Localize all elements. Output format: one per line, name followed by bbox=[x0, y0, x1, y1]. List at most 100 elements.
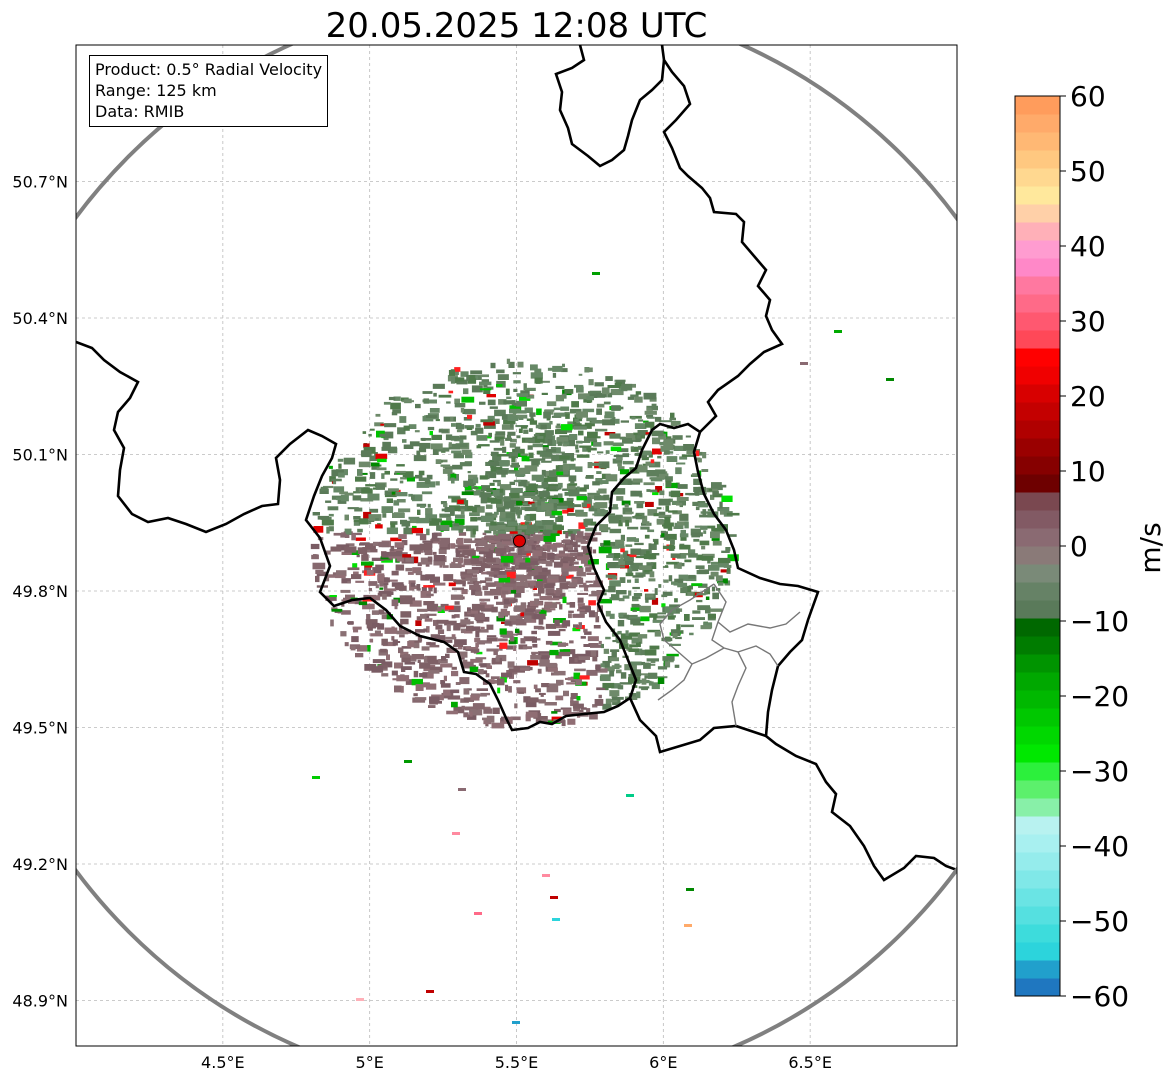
echo-pixel bbox=[454, 614, 460, 618]
echo-pixel bbox=[409, 600, 422, 607]
echo-pixel bbox=[569, 408, 582, 414]
echo-pixel bbox=[422, 671, 434, 679]
echo-pixel bbox=[661, 637, 673, 642]
echo-pixel bbox=[391, 599, 399, 607]
echo-pixel bbox=[544, 434, 553, 440]
echo-pixel bbox=[440, 639, 453, 643]
echo-pixel bbox=[649, 645, 660, 650]
echo-pixel bbox=[388, 552, 402, 557]
echo-pixel bbox=[383, 401, 391, 405]
echo-pixel bbox=[608, 517, 619, 524]
echo-pixel bbox=[593, 625, 601, 629]
echo-pixel bbox=[418, 448, 427, 453]
echo-pixel bbox=[577, 592, 588, 595]
echo-pixel bbox=[398, 534, 407, 539]
colorbar-segment bbox=[1015, 240, 1060, 259]
echo-pixel bbox=[628, 677, 641, 684]
echo-pixel bbox=[611, 700, 618, 703]
echo-pixel bbox=[456, 429, 463, 433]
colorbar-segment bbox=[1015, 204, 1060, 223]
echo-pixel bbox=[490, 362, 496, 369]
echo-pixel bbox=[593, 580, 603, 587]
echo-pixel bbox=[531, 630, 537, 635]
echo-pixel bbox=[561, 566, 572, 572]
echo-pixel bbox=[367, 493, 380, 501]
echo-pixel bbox=[335, 575, 346, 579]
echo-pixel bbox=[516, 435, 521, 439]
echo-pixel bbox=[499, 511, 511, 518]
colorbar-segment bbox=[1015, 852, 1060, 871]
echo-pixel bbox=[574, 423, 582, 426]
colorbar-segment bbox=[1015, 654, 1060, 673]
echo-pixel bbox=[417, 659, 421, 663]
colorbar-tick-label: −60 bbox=[1070, 980, 1129, 1013]
echo-pixel bbox=[379, 587, 384, 590]
echo-pixel bbox=[623, 555, 634, 561]
echo-pixel bbox=[538, 525, 544, 529]
echo-pixel bbox=[469, 374, 476, 382]
echo-pixel bbox=[408, 424, 417, 429]
echo-pixel bbox=[582, 582, 587, 586]
echo-pixel bbox=[572, 561, 579, 565]
echo-pixel bbox=[726, 512, 740, 516]
echo-pixel bbox=[575, 444, 579, 450]
echo-pixel bbox=[433, 582, 446, 586]
echo-pixel bbox=[602, 419, 615, 426]
echo-pixel bbox=[467, 607, 471, 612]
echo-pixel bbox=[490, 497, 502, 504]
echo-pixel bbox=[630, 490, 642, 497]
echo-pixel bbox=[576, 571, 586, 577]
echo-pixel bbox=[469, 584, 481, 590]
echo-pixel bbox=[607, 392, 613, 398]
echo-pixel bbox=[721, 495, 733, 502]
echo-pixel bbox=[473, 486, 479, 489]
echo-pixel bbox=[544, 470, 551, 478]
echo-pixel bbox=[503, 400, 516, 405]
echo-pixel bbox=[384, 588, 396, 592]
echo-pixel bbox=[558, 493, 563, 499]
lat-tick-label: 49.5°N bbox=[12, 719, 68, 738]
echo-pixel bbox=[606, 555, 618, 558]
echo-pixel bbox=[448, 582, 456, 587]
echo-pixel bbox=[703, 530, 707, 534]
echo-pixel bbox=[524, 545, 535, 551]
echo-pixel bbox=[625, 544, 633, 547]
echo-pixel bbox=[532, 643, 538, 648]
lon-tick-label: 5.5°E bbox=[495, 1053, 539, 1072]
echo-pixel bbox=[711, 538, 720, 541]
echo-pixel bbox=[501, 424, 514, 430]
echo-pixel bbox=[330, 619, 334, 627]
echo-pixel bbox=[406, 476, 415, 482]
echo-pixel bbox=[454, 623, 467, 627]
echo-pixel bbox=[514, 605, 526, 612]
echo-pixel bbox=[445, 636, 457, 640]
echo-pixel bbox=[652, 437, 661, 445]
echo-pixel bbox=[627, 396, 635, 400]
echo-pixel bbox=[583, 518, 593, 526]
echo-pixel bbox=[550, 896, 558, 899]
echo-pixel bbox=[653, 513, 659, 517]
echo-pixel bbox=[673, 445, 687, 451]
echo-pixel bbox=[506, 645, 513, 650]
echo-pixel bbox=[680, 535, 687, 541]
echo-pixel bbox=[699, 540, 710, 546]
echo-pixel bbox=[418, 470, 425, 476]
echo-pixel bbox=[392, 639, 398, 646]
echo-pixel bbox=[556, 553, 568, 557]
echo-pixel bbox=[526, 605, 534, 611]
echo-pixel bbox=[534, 611, 540, 614]
echo-pixel bbox=[651, 403, 657, 410]
echo-pixel bbox=[433, 392, 437, 397]
echo-pixel bbox=[519, 395, 531, 401]
colorbar-segment bbox=[1015, 420, 1060, 439]
echo-pixel bbox=[512, 562, 524, 565]
colorbar-segment bbox=[1015, 564, 1060, 583]
echo-pixel bbox=[429, 666, 443, 673]
echo-pixel bbox=[536, 577, 543, 584]
echo-pixel bbox=[587, 462, 593, 469]
echo-pixel bbox=[405, 567, 413, 572]
echo-pixel bbox=[472, 555, 480, 559]
echo-pixel bbox=[399, 480, 404, 484]
echo-pixel bbox=[529, 412, 536, 417]
echo-pixel bbox=[619, 478, 632, 485]
